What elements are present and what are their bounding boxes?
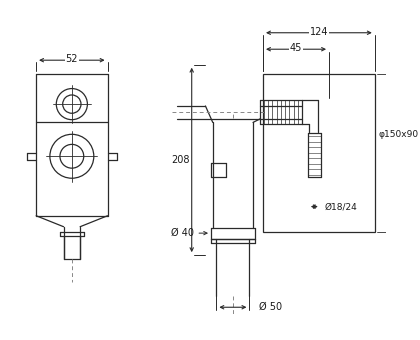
Text: Ø 50: Ø 50 [258, 302, 282, 312]
Text: 52: 52 [66, 54, 78, 64]
Text: 45: 45 [290, 43, 302, 53]
Bar [263, 74, 375, 232]
Text: 208: 208 [171, 155, 190, 165]
Text: Ø18/24: Ø18/24 [324, 202, 357, 211]
Bar [36, 74, 108, 216]
Text: 124: 124 [310, 27, 328, 37]
Text: φ150x90: φ150x90 [378, 130, 418, 139]
Text: Ø 40: Ø 40 [171, 228, 194, 238]
